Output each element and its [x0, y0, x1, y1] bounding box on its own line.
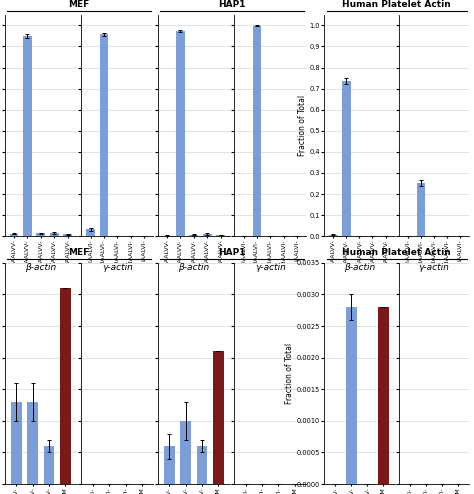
- Bar: [11, 402, 21, 484]
- Bar: [216, 235, 225, 236]
- Y-axis label: Fraction of Total: Fraction of Total: [298, 95, 307, 156]
- Bar: [342, 81, 351, 236]
- Bar: [253, 26, 261, 236]
- Text: β-actin: β-actin: [25, 263, 56, 272]
- Text: HAP1: HAP1: [219, 248, 246, 257]
- Bar: [50, 233, 58, 236]
- Bar: [36, 234, 45, 236]
- Bar: [60, 288, 71, 484]
- Text: γ-actin: γ-actin: [255, 263, 286, 272]
- Text: MEF: MEF: [68, 248, 90, 257]
- Bar: [44, 446, 55, 484]
- Bar: [329, 235, 337, 236]
- Text: MEF: MEF: [68, 0, 90, 9]
- Text: HAP1: HAP1: [219, 0, 246, 9]
- Bar: [10, 234, 18, 236]
- Bar: [23, 36, 32, 236]
- Text: Human Platelet Actin: Human Platelet Actin: [342, 0, 451, 9]
- Bar: [86, 229, 95, 236]
- Text: β-actin: β-actin: [178, 263, 210, 272]
- Bar: [213, 351, 224, 484]
- Bar: [63, 234, 72, 236]
- Text: γ-actin: γ-actin: [102, 263, 133, 272]
- Bar: [197, 446, 207, 484]
- Text: γ-actin: γ-actin: [419, 263, 449, 272]
- Bar: [378, 307, 389, 484]
- Bar: [346, 307, 356, 484]
- Text: Human Platelet Actin: Human Platelet Actin: [342, 248, 451, 257]
- Y-axis label: Fraction of Total: Fraction of Total: [285, 343, 294, 404]
- Text: β-actin: β-actin: [344, 263, 375, 272]
- Bar: [203, 234, 211, 236]
- Bar: [417, 183, 425, 236]
- Bar: [164, 446, 174, 484]
- Bar: [27, 402, 38, 484]
- Bar: [100, 35, 108, 236]
- Bar: [190, 235, 198, 236]
- Bar: [180, 421, 191, 484]
- Bar: [176, 31, 185, 236]
